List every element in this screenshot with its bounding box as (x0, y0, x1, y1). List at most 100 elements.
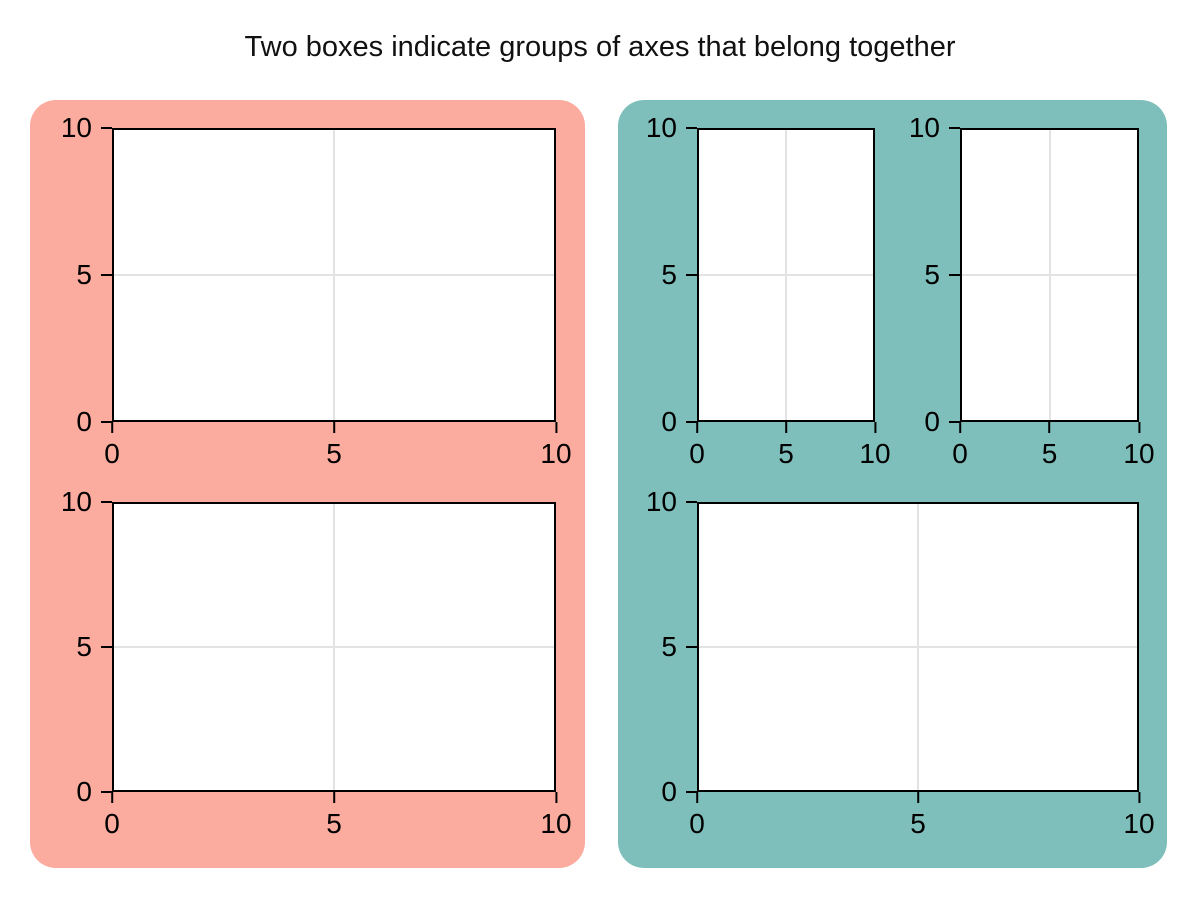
y-tick-label: 0 (924, 406, 940, 437)
x-tick-label: 10 (1123, 808, 1155, 839)
y-tick-0: 0 (76, 408, 112, 436)
y-tick-label: 10 (645, 486, 677, 517)
x-tick-label: 10 (540, 808, 572, 839)
gridline-horizontal (699, 646, 1137, 648)
gridline-horizontal (962, 274, 1137, 276)
axes-right-bottom: 10 5 0 0 5 10 (646, 488, 1155, 838)
y-tick-mark (686, 127, 697, 129)
y-tick-mark (686, 791, 697, 793)
plot-area (697, 128, 875, 422)
x-tick-label: 5 (910, 808, 926, 839)
y-tick-label: 0 (661, 406, 677, 437)
x-tick-0: 0 (952, 422, 968, 468)
axes-right-top-left: 10 5 0 0 5 10 (646, 114, 891, 468)
plot-area (112, 502, 556, 792)
y-tick-label: 0 (661, 776, 677, 807)
x-tick-10: 10 (1123, 422, 1155, 469)
x-tick-label: 5 (326, 438, 342, 469)
plot-area (112, 128, 556, 422)
y-tick-mark (949, 274, 960, 276)
x-tick-5: 5 (326, 792, 342, 838)
x-tick-label: 0 (104, 808, 120, 839)
y-tick-label: 10 (645, 112, 677, 143)
y-tick-label: 5 (661, 631, 677, 662)
y-tick-10: 10 (646, 488, 697, 516)
y-tick-5: 5 (924, 261, 960, 289)
x-tick-mark (332, 422, 335, 433)
y-tick-mark (101, 646, 112, 648)
y-tick-10: 10 (61, 114, 112, 142)
y-tick-mark (686, 421, 697, 423)
y-tick-0: 0 (76, 778, 112, 806)
gridline-horizontal (114, 646, 554, 648)
x-tick-mark (695, 422, 698, 433)
y-tick-5: 5 (661, 261, 697, 289)
x-tick-mark (874, 422, 876, 433)
y-tick-10: 10 (646, 114, 697, 142)
y-tick-mark (101, 421, 112, 423)
x-tick-mark (110, 792, 113, 803)
x-tick-5: 5 (1041, 422, 1058, 469)
gridline-horizontal (114, 274, 554, 276)
x-tick-label: 5 (778, 438, 794, 469)
y-tick-mark (686, 646, 697, 648)
plot-area (960, 128, 1139, 422)
x-tick-label: 0 (104, 438, 120, 469)
plot-area (697, 502, 1139, 792)
y-tick-mark (949, 421, 960, 423)
x-tick-10: 10 (1123, 792, 1155, 839)
y-tick-mark (949, 127, 960, 129)
x-tick-label: 0 (689, 808, 705, 839)
x-tick-10: 10 (540, 422, 572, 469)
x-tick-10: 10 (859, 422, 891, 469)
y-tick-label: 5 (76, 259, 92, 290)
x-tick-label: 10 (1123, 438, 1155, 469)
y-tick-label: 0 (76, 776, 92, 807)
y-tick-label: 5 (76, 631, 92, 662)
y-tick-0: 0 (924, 408, 960, 436)
x-tick-mark (958, 422, 961, 433)
x-tick-mark (916, 792, 919, 803)
y-tick-label: 10 (60, 112, 92, 143)
y-tick-0: 0 (661, 408, 697, 436)
figure-title: Two boxes indicate groups of axes that b… (244, 31, 956, 63)
y-tick-label: 10 (60, 486, 92, 517)
y-tick-mark (686, 501, 697, 503)
y-tick-5: 5 (661, 633, 697, 661)
x-tick-label: 10 (540, 438, 572, 469)
x-tick-mark (1048, 422, 1051, 433)
x-tick-0: 0 (689, 422, 705, 468)
y-tick-label: 5 (924, 259, 940, 290)
y-tick-10: 10 (909, 114, 960, 142)
x-tick-0: 0 (689, 792, 705, 838)
x-tick-mark (110, 422, 113, 433)
y-tick-mark (101, 501, 112, 503)
x-tick-label: 0 (952, 438, 968, 469)
x-tick-mark (695, 792, 698, 803)
y-tick-mark (101, 274, 112, 276)
x-tick-0: 0 (104, 422, 120, 468)
x-tick-label: 5 (326, 808, 342, 839)
y-tick-label: 5 (661, 259, 677, 290)
y-tick-mark (101, 127, 112, 129)
x-tick-mark (332, 792, 335, 803)
x-tick-5: 5 (326, 422, 342, 468)
x-tick-mark (784, 422, 787, 433)
x-tick-label: 5 (1041, 438, 1058, 469)
axes-left-top: 10 5 0 0 5 10 (61, 114, 572, 468)
x-tick-mark (1138, 792, 1140, 803)
y-tick-mark (686, 274, 697, 276)
axes-right-top-right: 10 5 0 0 5 10 (909, 114, 1155, 468)
y-tick-mark (101, 791, 112, 793)
x-tick-mark (555, 792, 557, 803)
y-tick-5: 5 (76, 261, 112, 289)
x-tick-5: 5 (778, 422, 794, 468)
axes-left-bottom: 10 5 0 0 5 10 (61, 488, 572, 838)
y-tick-label: 10 (908, 112, 940, 143)
y-tick-0: 0 (661, 778, 697, 806)
x-tick-label: 0 (689, 438, 705, 469)
x-tick-label: 10 (859, 438, 891, 469)
x-tick-5: 5 (910, 792, 926, 838)
y-tick-5: 5 (76, 633, 112, 661)
